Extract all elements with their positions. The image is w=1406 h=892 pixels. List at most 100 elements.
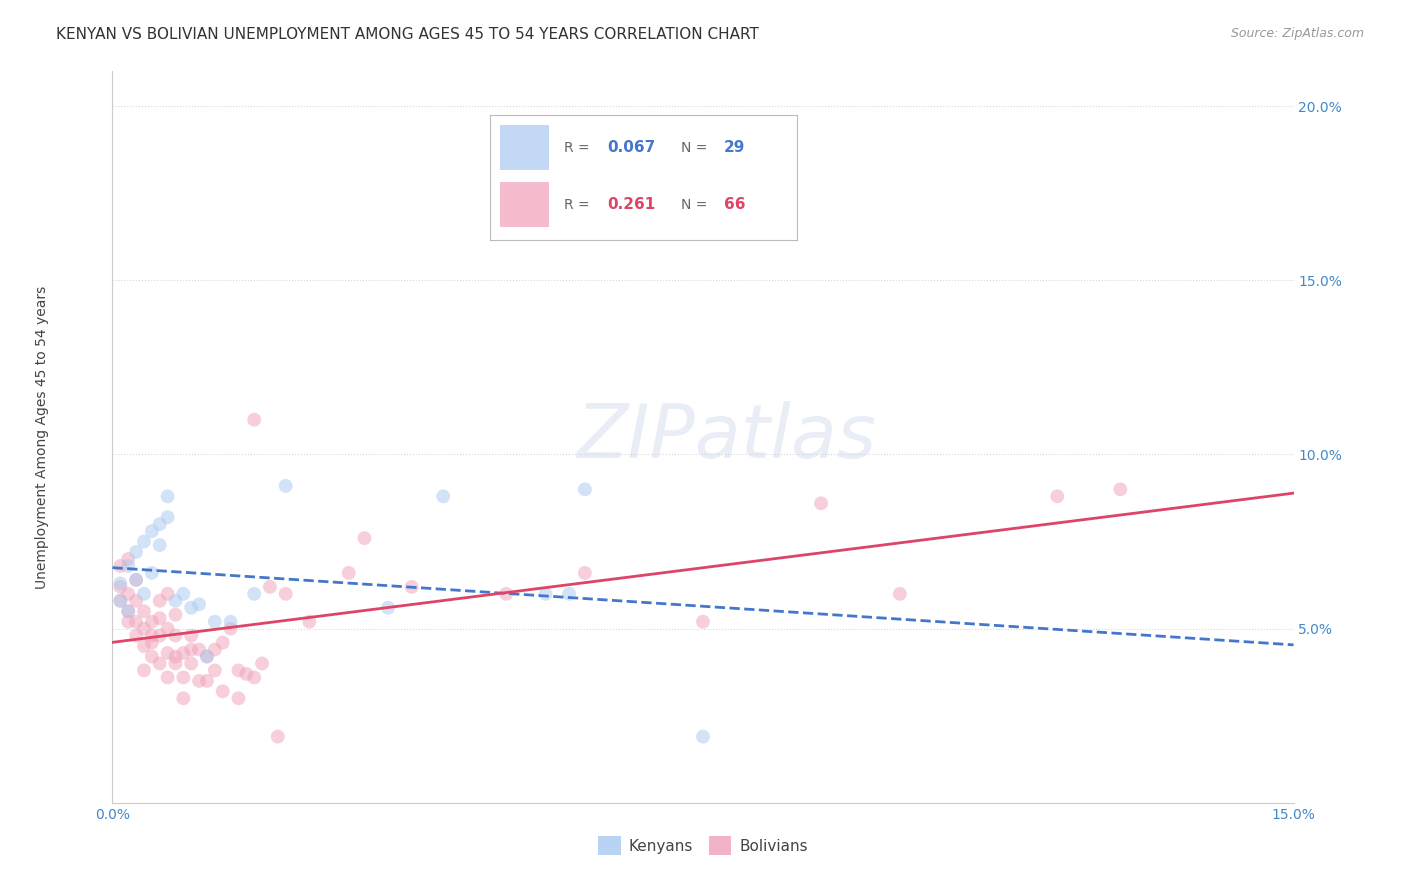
Point [180,600,202,615]
Legend: Kenyans, Bolivians: Kenyans, Bolivians [592,830,814,861]
Point [180,629,202,643]
Point [243,587,266,601]
Point [204,642,226,657]
Point [1046,489,1069,503]
Point [188,673,211,688]
Point [110,580,132,594]
Point [195,649,218,664]
Text: Unemployment Among Ages 45 to 54 years: Unemployment Among Ages 45 to 54 years [35,285,49,589]
Point [204,664,226,678]
Point [110,576,132,591]
Point [195,649,218,664]
Point [117,587,139,601]
Point [125,615,148,629]
Point [149,538,172,552]
Point [156,489,179,503]
Point [180,642,202,657]
Point [125,573,148,587]
Point [117,604,139,618]
Point [110,594,132,608]
Point [495,587,517,601]
Point [558,587,581,601]
Point [250,657,273,671]
Point [141,635,163,649]
Point [219,615,242,629]
Point [141,649,163,664]
Point [117,615,139,629]
Point [141,524,163,538]
Point [172,670,194,684]
Point [204,615,226,629]
Point [243,412,266,426]
Point [534,587,557,601]
Point [692,615,714,629]
Text: Source: ZipAtlas.com: Source: ZipAtlas.com [1230,27,1364,40]
Point [125,573,148,587]
Point [401,580,423,594]
Point [141,615,163,629]
Point [243,670,266,684]
Point [156,587,179,601]
Point [156,622,179,636]
Point [432,489,454,503]
Point [110,558,132,573]
Point [117,552,139,566]
Point [235,667,257,681]
Point [132,587,155,601]
Point [353,531,375,545]
Point [172,646,194,660]
Point [125,629,148,643]
Point [574,566,596,580]
Point [132,604,155,618]
Point [165,657,187,671]
Point [259,580,281,594]
Point [211,684,233,698]
Point [172,691,194,706]
Point [132,534,155,549]
Point [132,639,155,653]
Point [132,664,155,678]
Point [1109,483,1132,497]
Text: KENYAN VS BOLIVIAN UNEMPLOYMENT AMONG AGES 45 TO 54 YEARS CORRELATION CHART: KENYAN VS BOLIVIAN UNEMPLOYMENT AMONG AG… [56,27,759,42]
Point [156,510,179,524]
Point [889,587,911,601]
Point [267,730,290,744]
Point [188,597,211,611]
Point [149,594,172,608]
Point [228,664,250,678]
Point [574,483,596,497]
Point [141,629,163,643]
Point [211,635,233,649]
Point [219,622,242,636]
Point [195,673,218,688]
Point [117,558,139,573]
Point [165,649,187,664]
Point [692,730,714,744]
Point [274,479,297,493]
Point [165,607,187,622]
Point [156,646,179,660]
Text: ZIPatlas: ZIPatlas [576,401,877,473]
Point [188,642,211,657]
Point [156,670,179,684]
Point [180,657,202,671]
Point [298,615,321,629]
Point [337,566,360,580]
Point [165,594,187,608]
Point [117,604,139,618]
Point [125,594,148,608]
Point [377,600,399,615]
Point [165,629,187,643]
Point [149,517,172,532]
Point [125,545,148,559]
Point [274,587,297,601]
Point [149,611,172,625]
Point [132,622,155,636]
Point [141,566,163,580]
Point [172,587,194,601]
Point [228,691,250,706]
Point [810,496,832,510]
Point [110,594,132,608]
Point [149,657,172,671]
Point [149,629,172,643]
